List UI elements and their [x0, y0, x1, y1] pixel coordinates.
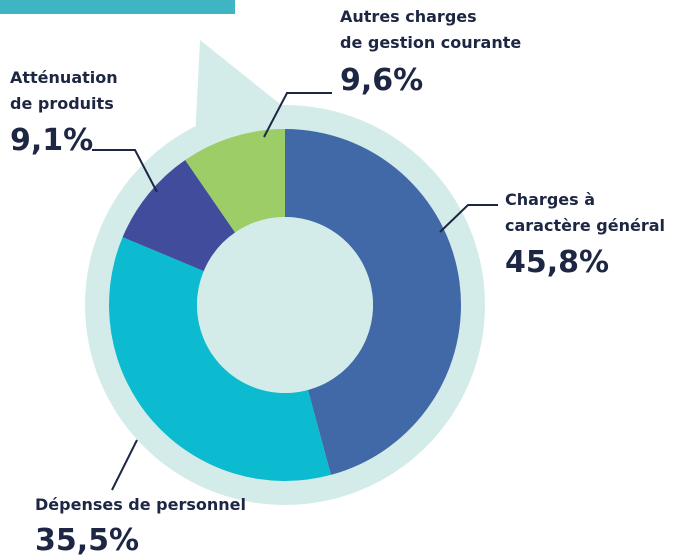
label-line: de gestion courante	[340, 33, 521, 52]
slice	[108, 237, 331, 481]
category-label: Atténuation de produits	[10, 68, 118, 113]
label-line: Dépenses de personnel	[35, 495, 246, 514]
donut-hole	[197, 217, 373, 393]
label-line: de produits	[10, 94, 114, 113]
category-label: Autres charges de gestion courante	[340, 7, 521, 52]
value-label: 9,1%	[10, 123, 93, 158]
slice	[185, 129, 285, 233]
slices	[108, 129, 462, 481]
value-label: 45,8%	[505, 245, 609, 280]
header-box	[0, 0, 235, 14]
leader-line	[263, 92, 332, 138]
category-label: Dépenses de personnel	[35, 495, 246, 514]
label-line: Charges à	[505, 190, 595, 209]
slice	[122, 160, 236, 272]
leader-line	[439, 204, 498, 233]
label-line: Autres charges	[340, 7, 477, 26]
labels: Charges à caractère général 45,8% Dépenses …	[10, 7, 665, 558]
label-line: caractère général	[505, 216, 665, 235]
value-label: 35,5%	[35, 523, 139, 558]
slice	[285, 129, 462, 475]
label-line: Atténuation	[10, 68, 118, 87]
category-label: Charges à caractère général	[505, 190, 665, 235]
value-label: 9,6%	[340, 63, 423, 98]
leader-line	[92, 149, 158, 193]
leader-line	[111, 439, 138, 491]
